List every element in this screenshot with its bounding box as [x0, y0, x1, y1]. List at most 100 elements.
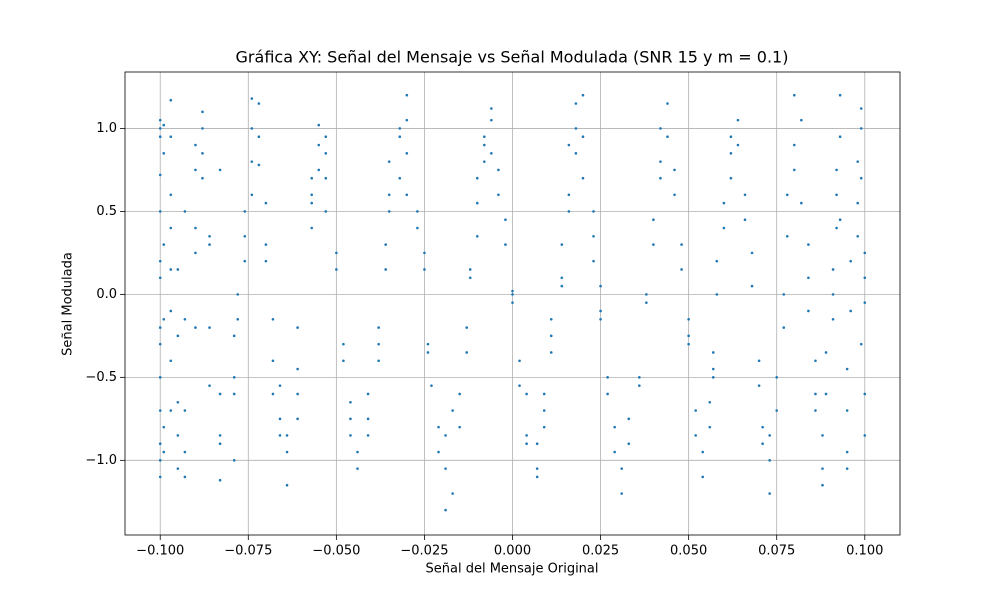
point: [768, 434, 771, 437]
point: [775, 376, 779, 379]
y-tick-label: 1.0: [96, 121, 117, 136]
point: [176, 467, 180, 470]
point: [257, 135, 261, 139]
point: [757, 384, 761, 387]
point: [201, 176, 204, 180]
point: [535, 467, 539, 470]
point: [458, 392, 461, 396]
point: [271, 359, 275, 363]
point: [384, 243, 387, 246]
point: [232, 459, 236, 462]
point: [504, 243, 507, 246]
point: [468, 276, 472, 280]
point: [169, 193, 173, 197]
point: [835, 168, 838, 172]
point: [285, 450, 289, 454]
point: [349, 400, 352, 404]
point: [761, 425, 764, 429]
point: [243, 234, 247, 238]
point: [194, 226, 197, 230]
point: [243, 259, 247, 263]
point: [423, 251, 426, 255]
point: [194, 251, 197, 255]
point: [377, 326, 380, 329]
point: [807, 243, 810, 246]
point: [257, 102, 261, 105]
point: [162, 425, 166, 429]
point: [761, 442, 764, 446]
point: [715, 259, 719, 263]
point: [835, 193, 838, 197]
x-tick-label: 0.075: [758, 544, 795, 559]
point: [511, 301, 514, 304]
point: [821, 483, 824, 487]
point: [838, 93, 842, 97]
point: [208, 384, 211, 387]
point: [158, 173, 162, 177]
point: [821, 467, 824, 470]
point: [387, 160, 391, 163]
point: [324, 210, 328, 213]
point: [250, 97, 254, 100]
x-tick-label: 0.000: [494, 544, 531, 559]
point: [218, 392, 222, 396]
x-tick-label: −0.100: [136, 544, 184, 559]
point: [863, 392, 867, 396]
point: [158, 442, 162, 446]
points: [158, 93, 867, 512]
point: [785, 234, 789, 238]
point: [278, 384, 282, 387]
point: [169, 135, 173, 139]
point: [458, 425, 461, 429]
point: [218, 168, 222, 172]
point: [613, 425, 616, 429]
point: [859, 342, 863, 346]
point: [162, 450, 166, 454]
point: [701, 475, 705, 479]
point: [158, 259, 162, 263]
point: [208, 326, 211, 329]
point: [236, 293, 240, 296]
point: [183, 475, 187, 479]
point: [560, 276, 564, 280]
point: [250, 193, 254, 197]
point: [687, 334, 690, 338]
point: [158, 210, 162, 213]
point: [194, 326, 197, 329]
point: [750, 284, 754, 288]
point: [687, 342, 690, 346]
point: [398, 176, 402, 180]
point: [687, 317, 690, 321]
point: [701, 450, 705, 454]
point: [349, 417, 352, 421]
point: [606, 392, 609, 396]
point: [169, 268, 173, 271]
point: [183, 409, 187, 412]
point: [708, 400, 712, 404]
point: [863, 251, 867, 255]
point: [483, 160, 486, 163]
point: [232, 392, 236, 396]
point: [468, 268, 472, 271]
point: [335, 251, 338, 255]
point: [785, 193, 789, 197]
point: [659, 160, 662, 163]
point: [416, 226, 419, 230]
point: [542, 409, 546, 412]
point: [627, 442, 631, 446]
x-tick-label: 0.050: [670, 544, 707, 559]
point: [296, 367, 299, 371]
point: [620, 467, 624, 470]
point: [711, 376, 715, 379]
point: [176, 268, 180, 271]
point: [757, 359, 761, 363]
point: [310, 176, 314, 180]
point: [729, 176, 733, 180]
point: [465, 326, 469, 329]
point: [264, 201, 268, 205]
point: [483, 135, 486, 139]
point: [845, 467, 849, 470]
point: [800, 118, 803, 122]
point: [859, 127, 863, 130]
point: [278, 434, 282, 437]
